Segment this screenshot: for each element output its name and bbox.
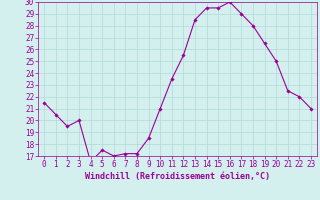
X-axis label: Windchill (Refroidissement éolien,°C): Windchill (Refroidissement éolien,°C)	[85, 172, 270, 181]
